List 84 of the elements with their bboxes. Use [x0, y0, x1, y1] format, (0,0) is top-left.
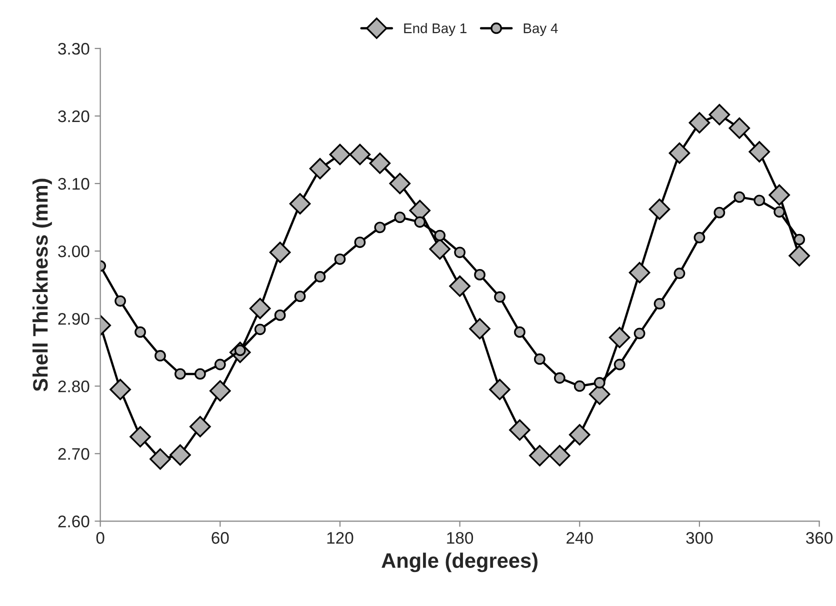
point	[354, 236, 366, 248]
point	[469, 318, 490, 340]
point	[374, 222, 386, 234]
point	[549, 445, 570, 466]
point	[534, 353, 546, 365]
point	[754, 194, 766, 206]
point	[449, 276, 470, 297]
point	[150, 448, 171, 470]
point	[668, 142, 690, 164]
point	[654, 298, 666, 310]
point	[474, 268, 486, 280]
point	[389, 172, 411, 194]
point	[329, 144, 351, 166]
legend-label: End Bay 1	[404, 23, 466, 36]
point	[688, 112, 710, 134]
point	[414, 216, 426, 228]
point	[209, 380, 231, 402]
y-tick-label: 3.20	[58, 110, 90, 122]
point	[394, 212, 406, 223]
point	[254, 324, 266, 336]
point	[434, 230, 446, 242]
point	[768, 184, 790, 206]
x-tick-label: 240	[566, 532, 593, 544]
point	[554, 372, 566, 384]
point	[509, 419, 530, 441]
point	[334, 253, 346, 265]
x-tick-label: 180	[447, 532, 474, 544]
point	[130, 426, 151, 448]
y-axis-title: Shell Thickness (mm)	[32, 178, 52, 392]
point	[174, 368, 186, 380]
point	[628, 262, 650, 284]
point	[154, 350, 166, 362]
point	[110, 378, 131, 400]
point	[674, 268, 686, 280]
point	[454, 246, 466, 258]
point	[369, 152, 391, 174]
point	[714, 206, 726, 218]
x-tick-label: 120	[327, 532, 354, 544]
point	[568, 424, 590, 446]
point	[190, 416, 211, 438]
point	[788, 245, 810, 266]
point	[349, 144, 371, 166]
point	[494, 291, 506, 303]
y-tick-label: 3.10	[58, 178, 90, 190]
point	[514, 326, 526, 338]
point	[648, 198, 670, 220]
y-tick-label: 2.60	[58, 516, 90, 528]
point	[608, 326, 630, 348]
y-tick-label: 3.00	[58, 245, 90, 258]
y-tick-label: 2.70	[58, 448, 90, 460]
x-tick-label: 60	[212, 532, 229, 544]
point	[194, 368, 206, 380]
point	[489, 378, 510, 400]
point	[734, 191, 746, 203]
point	[529, 445, 550, 466]
x-tick-label: 300	[686, 532, 713, 544]
point	[694, 232, 706, 244]
legend-label: Bay 4	[524, 24, 558, 36]
point	[728, 118, 750, 139]
point	[214, 358, 226, 370]
point	[634, 328, 646, 340]
point	[294, 290, 306, 302]
y-tick-label: 2.80	[58, 380, 90, 392]
point	[309, 158, 331, 180]
point	[614, 358, 626, 370]
point	[574, 380, 586, 392]
point	[708, 104, 730, 126]
point	[314, 271, 326, 282]
point	[134, 326, 146, 338]
point	[114, 295, 126, 307]
point	[748, 141, 770, 162]
point	[794, 234, 806, 246]
y-tick-label: 2.90	[58, 312, 90, 325]
x-tick-label: 360	[806, 532, 833, 544]
y-tick-label: 3.30	[58, 42, 90, 55]
x-axis-title: Angle (degrees)	[382, 552, 538, 572]
point	[774, 206, 786, 218]
x-tick-label: 0	[96, 532, 104, 544]
point	[289, 193, 311, 214]
point	[594, 377, 606, 388]
point	[269, 242, 291, 264]
point	[170, 444, 191, 466]
point	[274, 310, 286, 321]
point	[249, 298, 271, 320]
